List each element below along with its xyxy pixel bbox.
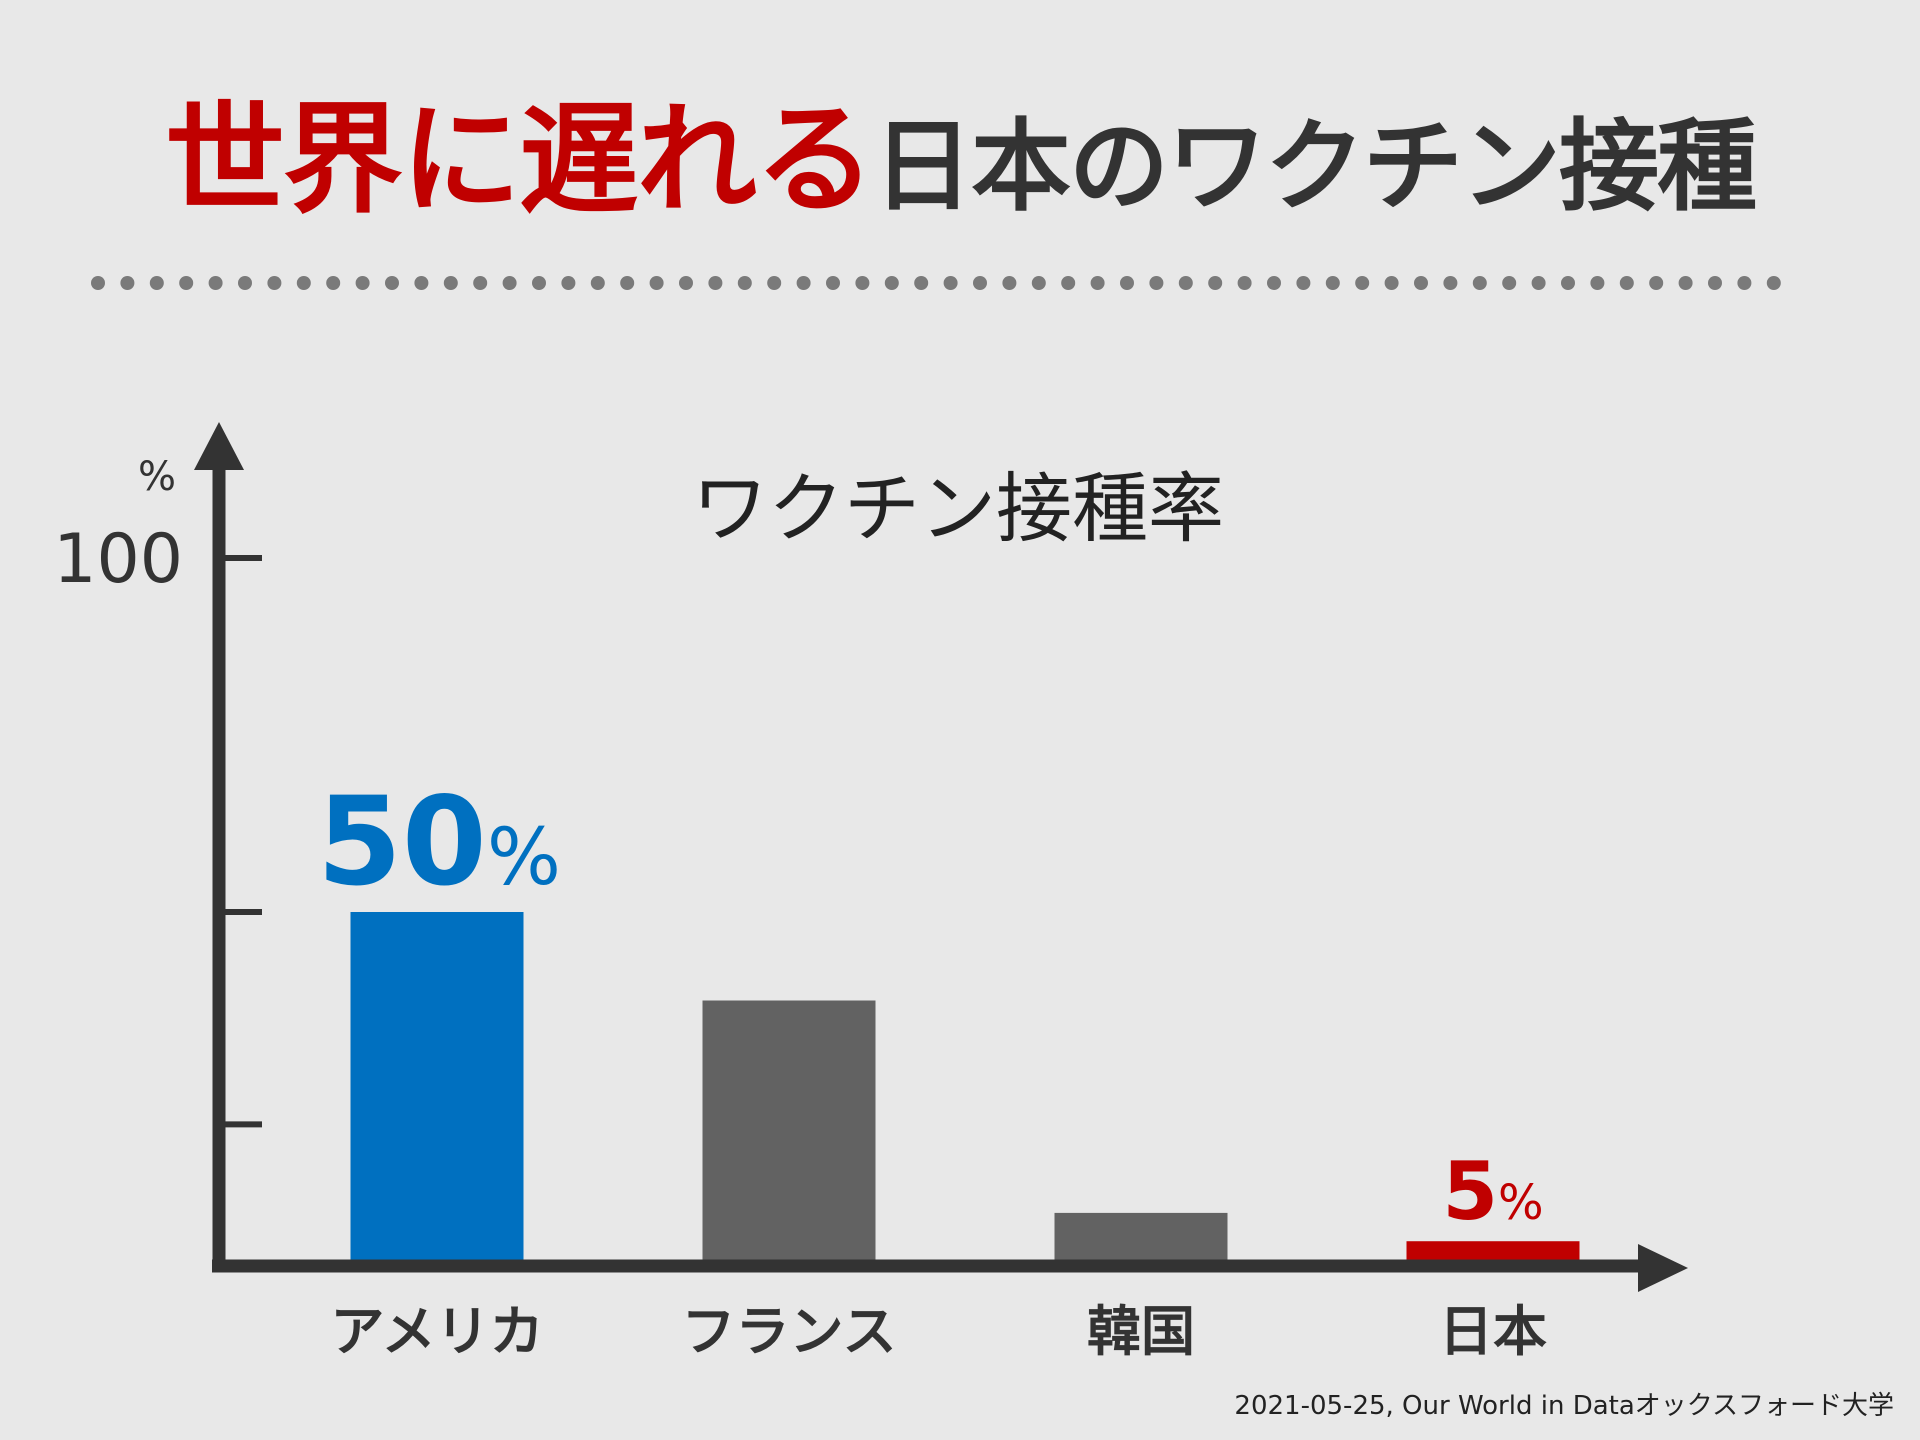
value-label-unit: % (1498, 1175, 1544, 1231)
divider-dot (443, 276, 458, 290)
value-label-number: 5 (1442, 1145, 1498, 1238)
y-axis-arrow (194, 422, 244, 470)
divider-dot (179, 276, 194, 290)
divider-dot (1384, 276, 1399, 290)
divider-dot (355, 276, 370, 290)
title-rest: 日本のワクチン接種 (873, 108, 1757, 225)
divider-dot (679, 276, 693, 290)
divider-dot (1766, 276, 1781, 290)
divider-dot (326, 276, 341, 290)
bar-0 (350, 912, 524, 1266)
divider-dot (855, 276, 870, 290)
divider-dot (737, 276, 752, 290)
divider-dot (1031, 276, 1046, 290)
title-emphasis: 世界に遅れる (165, 91, 875, 230)
divider-dot (561, 276, 576, 290)
divider-dot (1472, 276, 1487, 290)
divider-dot (1649, 276, 1664, 290)
value-label-3: 5% (1442, 1145, 1543, 1238)
category-labels: アメリカ フランス 韓国 日本 (330, 1300, 1547, 1363)
divider-dot (708, 276, 723, 290)
divider-dot (238, 276, 252, 290)
divider-dot (1502, 276, 1517, 290)
divider-dot (1531, 276, 1546, 290)
divider-dot (1061, 276, 1076, 290)
divider-dot (120, 276, 135, 290)
divider-dot (1737, 276, 1752, 290)
divider-dot (767, 276, 782, 290)
category-label-3: 日本 (1439, 1300, 1547, 1363)
category-label-1: フランス (682, 1300, 897, 1363)
divider-dot (973, 276, 987, 290)
divider-dot (1296, 276, 1311, 290)
divider-dot (1678, 276, 1693, 290)
chart-title: ワクチン接種率 (692, 464, 1224, 553)
divider-dot (473, 276, 488, 290)
value-label-unit: % (487, 813, 561, 903)
divider-dot (1355, 276, 1370, 290)
y-tick-label: 100 (53, 520, 183, 599)
divider-dot (1208, 276, 1223, 290)
divider-dot (267, 276, 282, 290)
axes (194, 422, 1688, 1292)
divider-dot (1237, 276, 1252, 290)
divider-dot (914, 276, 929, 290)
divider-dot (1325, 276, 1340, 290)
divider-dot (502, 276, 517, 290)
y-axis-unit: % (138, 454, 176, 500)
value-label-number: 50 (317, 771, 487, 913)
x-axis-arrow (1638, 1244, 1688, 1292)
divider-dot (826, 276, 840, 290)
divider-dot (1149, 276, 1164, 290)
page-title: 世界に遅れる日本のワクチン接種 (0, 95, 1920, 227)
value-label-0: 50% (317, 771, 561, 913)
divider-dot (208, 276, 223, 290)
divider-dot (532, 276, 546, 290)
divider-dot (796, 276, 811, 290)
category-label-0: アメリカ (330, 1300, 543, 1363)
category-label-2: 韓国 (1087, 1300, 1195, 1363)
divider-dot (1178, 276, 1193, 290)
divider-dot (91, 276, 105, 290)
divider-dot (1414, 276, 1428, 290)
value-labels: 50%5% (317, 771, 1544, 1238)
divider-dot (1708, 276, 1722, 290)
divider-dot (296, 276, 311, 290)
divider-dot (590, 276, 605, 290)
divider-dot (385, 276, 399, 290)
divider-dot (1561, 276, 1575, 290)
divider-dot (1120, 276, 1134, 290)
divider-dot (1590, 276, 1605, 290)
divider-dot (1002, 276, 1017, 290)
divider-dot (884, 276, 899, 290)
y-axis-ticks (219, 555, 262, 1128)
bar-2 (1054, 1212, 1228, 1266)
bars (350, 912, 1580, 1266)
dotted-divider (91, 276, 1781, 290)
bar-1 (702, 1000, 876, 1266)
divider-dot (649, 276, 664, 290)
divider-dot (149, 276, 164, 290)
divider-dot (943, 276, 958, 290)
divider-dot (1090, 276, 1105, 290)
source-note: 2021-05-25, Our World in Dataオックスフォード大学 (1234, 1391, 1894, 1421)
divider-dot (414, 276, 429, 290)
divider-dot (1443, 276, 1458, 290)
divider-dot (1619, 276, 1634, 290)
divider-dot (620, 276, 635, 290)
divider-dot (1267, 276, 1281, 290)
